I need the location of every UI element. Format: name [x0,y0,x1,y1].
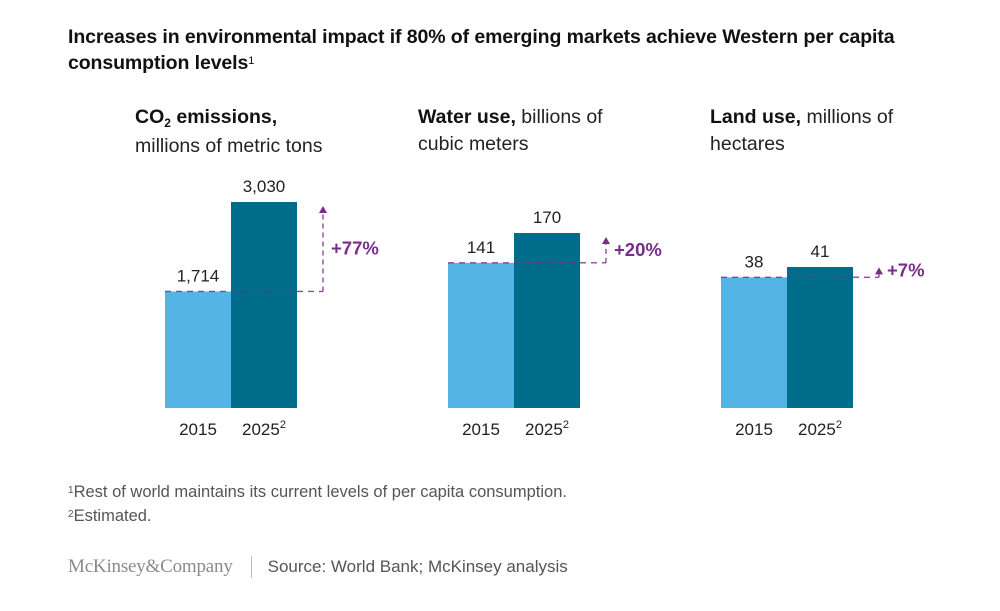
year-superscript: 2 [563,419,569,431]
value-label-2015: 1,714 [177,266,220,285]
value-label-2015: 141 [467,238,495,257]
bar-2015 [448,262,514,408]
panel-header-land: Land use, millions of hectares [710,104,920,158]
year-label-2015: 2015 [735,420,773,439]
panel-title-bold: Water use, [418,106,516,128]
arrow-up-icon [602,237,610,244]
panel-unit: millions of hectares [710,106,894,155]
value-label-2025: 170 [533,208,561,227]
change-percent-label: +77% [331,238,379,259]
value-label-2025: 41 [811,242,830,261]
value-label-2015: 38 [745,252,764,271]
chart-title-text: Increases in environmental impact if 80%… [68,26,895,74]
panel-unit: billions of cubic meters [418,106,603,155]
bar-2015 [165,291,231,408]
panel-title-bold: CO [135,106,165,128]
bar-2025 [514,233,580,408]
year-label-2025: 20252 [242,419,286,439]
panel-header-water: Water use, billions of cubic meters [418,104,648,158]
panel-title-bold-rest: emissions, [170,106,278,128]
footnote-1: 1Rest of world maintains its current lev… [68,480,567,504]
divider [250,556,252,578]
panel-title-bold: Land use, [710,106,802,128]
arrow-up-icon [319,206,327,213]
value-label-2025: 3,030 [243,177,286,196]
year-label-2025: 20252 [525,419,569,439]
panel-header-co2: CO2 emissions, millions of metric tons [135,104,322,160]
bar-2025 [787,267,853,408]
year-label-2015: 2015 [179,420,217,439]
footnote-ref: 1 [248,55,255,67]
panel-title-subscript: 2 [164,116,171,130]
change-percent-label: +20% [614,239,662,260]
bar-2025 [231,202,297,408]
footnote-ref: 2 [68,509,74,520]
year-superscript: 2 [280,419,286,431]
source-text: Source: World Bank; McKinsey analysis [267,557,568,576]
mckinsey-logo: McKinsey&Company [68,556,233,577]
footnotes: 1Rest of world maintains its current lev… [68,480,567,528]
year-label-2015: 2015 [462,420,500,439]
arrow-up-icon [875,267,883,275]
panel-unit: millions of metric tons [135,135,323,157]
year-label-2025: 20252 [798,419,842,439]
year-superscript: 2 [836,419,842,431]
chart-title: Increases in environmental impact if 80%… [68,24,948,76]
footnote-text: Rest of world maintains its current leve… [73,483,567,501]
change-percent-label: +7% [887,259,925,280]
bar-2015 [721,277,787,408]
source-row: McKinsey&Company Source: World Bank; McK… [68,556,568,578]
footnote-ref: 1 [68,485,74,496]
footnote-text: Estimated. [73,507,152,525]
footnote-2: 2Estimated. [68,504,567,528]
